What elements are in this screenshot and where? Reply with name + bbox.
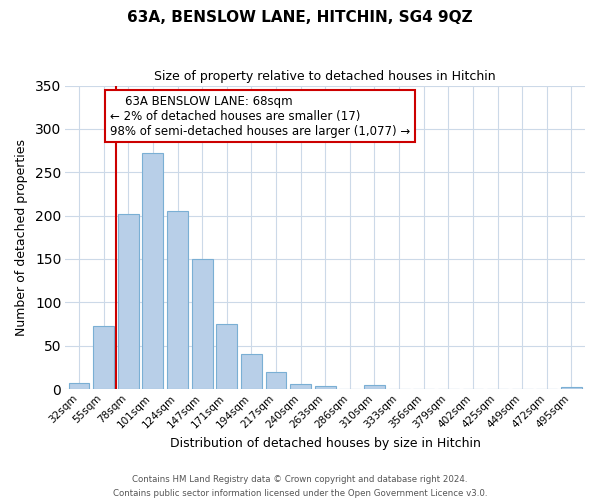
Y-axis label: Number of detached properties: Number of detached properties [15,139,28,336]
Title: Size of property relative to detached houses in Hitchin: Size of property relative to detached ho… [154,70,496,83]
Bar [561,388,582,389]
Bar [216,324,237,389]
Bar [266,372,286,389]
Bar [118,214,139,389]
Bar [68,383,89,389]
Bar [167,212,188,389]
X-axis label: Distribution of detached houses by size in Hitchin: Distribution of detached houses by size … [170,437,481,450]
Text: Contains HM Land Registry data © Crown copyright and database right 2024.
Contai: Contains HM Land Registry data © Crown c… [113,476,487,498]
Bar [290,384,311,389]
Bar [315,386,336,389]
Bar [241,354,262,389]
Bar [364,384,385,389]
Text: 63A BENSLOW LANE: 68sqm
← 2% of detached houses are smaller (17)
98% of semi-det: 63A BENSLOW LANE: 68sqm ← 2% of detached… [110,94,410,138]
Text: 63A, BENSLOW LANE, HITCHIN, SG4 9QZ: 63A, BENSLOW LANE, HITCHIN, SG4 9QZ [127,10,473,25]
Bar [93,326,114,389]
Bar [142,153,163,389]
Bar [191,259,212,389]
